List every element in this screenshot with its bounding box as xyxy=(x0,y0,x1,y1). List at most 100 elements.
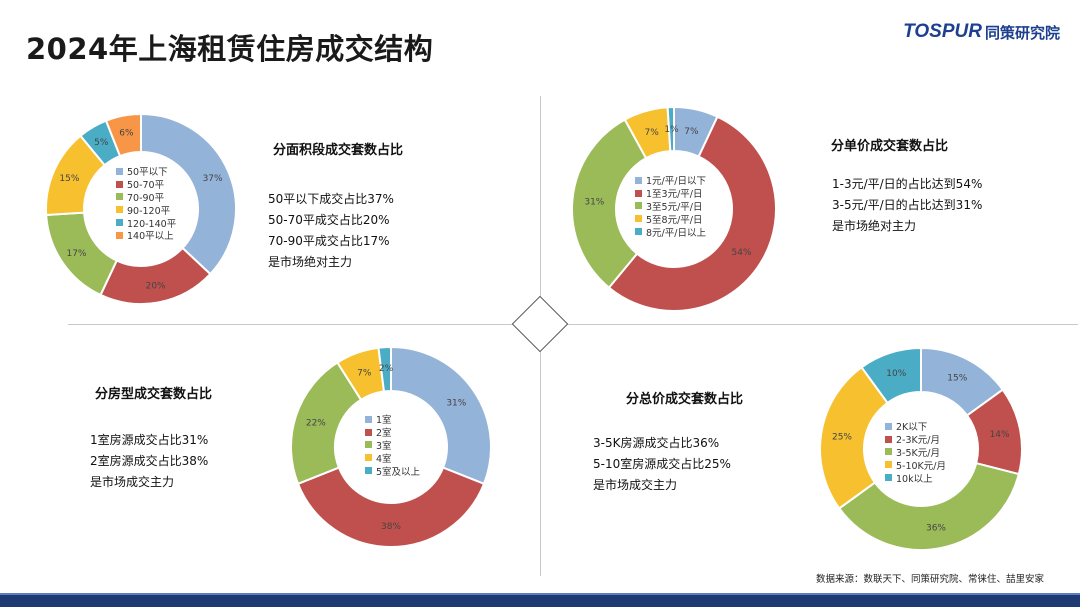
area-slice-label-5: 5% xyxy=(94,138,109,148)
unit-price-note-3: 是市场绝对主力 xyxy=(832,219,917,233)
area-slice-label-2: 20% xyxy=(146,282,166,292)
logo-name-cn: 同策研究院 xyxy=(984,23,1060,42)
room-type-legend-label-3: 3室 xyxy=(376,441,392,452)
area-legend-label-6: 140平以上 xyxy=(127,231,174,243)
tospur-logo: TOSPUR 同策研究院 xyxy=(903,20,1060,44)
unit-price-legend-swatch-1 xyxy=(635,176,642,184)
room-type-chart-legend: 1室 2室 3室 4室 5室及以上 xyxy=(365,413,421,478)
total-price-legend-label-1: 2K以下 xyxy=(896,422,928,434)
area-donut-chart: 37% 20% 17% 15% 5% 6% xyxy=(38,106,244,312)
total-price-slice-label-4: 25% xyxy=(832,432,852,442)
unit-price-legend-label-5: 8元/平/日以上 xyxy=(646,227,706,239)
room-type-legend-swatch-5 xyxy=(365,467,372,475)
area-panel-notes: 50平以下成交占比37% 50-70平成交占比20% 70-90平成交占比17%… xyxy=(268,189,394,273)
room-type-legend-item-3: 3室 xyxy=(365,439,420,452)
area-legend-item-5: 120-140平 xyxy=(116,216,177,230)
total-price-legend-swatch-4 xyxy=(885,461,892,469)
area-legend-label-4: 90-120平 xyxy=(127,205,171,217)
room-type-slice-1 xyxy=(390,345,492,486)
unit-price-legend-item-1: 1元/平/日以下 xyxy=(635,174,706,187)
total-price-legend-item-2: 2-3K元/月 xyxy=(885,433,946,446)
area-legend-label-3: 70-90平 xyxy=(127,193,165,204)
area-slice-6 xyxy=(104,112,142,158)
footer-bar xyxy=(0,593,1080,607)
unit-price-donut-svg: 7% 54% 31% 7% 1% xyxy=(571,105,778,312)
room-type-note-2: 2室房源成交占比38% xyxy=(90,454,209,468)
area-note-3: 70-90平成交占比17% xyxy=(268,234,390,248)
room-type-legend-label-5: 5室及以上 xyxy=(376,466,421,478)
room-type-legend-swatch-3 xyxy=(365,441,372,449)
divider-horizontal xyxy=(68,324,1078,325)
total-price-donut-svg: 15% 14% 36% 25% 10% xyxy=(819,346,1023,551)
unit-price-slice-label-4: 7% xyxy=(645,128,660,138)
total-price-legend-swatch-3 xyxy=(885,448,892,456)
area-legend-item-1: 50平以下 xyxy=(116,165,176,178)
total-price-legend-item-5: 10k以上 xyxy=(885,471,946,485)
unit-price-note-1: 1-3元/平/日的占比达到54% xyxy=(832,177,983,191)
room-type-slice-label-3: 22% xyxy=(306,419,326,429)
total-price-legend-label-5: 10k以上 xyxy=(896,473,933,485)
area-panel-title: 分面积段成交套数占比 xyxy=(273,143,404,158)
unit-price-legend-label-3: 3至5元/平/日 xyxy=(646,202,703,213)
unit-price-donut-chart: 7% 54% 31% 7% 1% xyxy=(571,105,778,312)
unit-price-legend-swatch-3 xyxy=(635,202,642,210)
room-type-legend-item-2: 2室 xyxy=(365,426,420,439)
area-legend-label-5: 120-140平 xyxy=(127,218,177,230)
total-price-donut-chart: 15% 14% 36% 25% 10% xyxy=(818,346,1024,552)
area-legend-swatch-1 xyxy=(116,167,123,175)
total-price-slice-label-2: 14% xyxy=(990,430,1010,440)
total-price-slice-3 xyxy=(837,461,1021,551)
total-price-legend-label-4: 5-10K元/月 xyxy=(896,460,946,472)
area-legend-item-6: 140平以上 xyxy=(116,229,176,242)
total-price-legend-swatch-1 xyxy=(885,422,892,430)
unit-price-legend-item-3: 3至5元/平/日 xyxy=(635,200,706,213)
unit-price-slice-3 xyxy=(571,118,648,290)
room-type-note-3: 是市场成交主力 xyxy=(90,475,175,489)
room-type-legend-label-2: 2室 xyxy=(376,428,392,440)
room-type-slice-label-4: 7% xyxy=(357,369,372,379)
unit-price-legend-item-4: 5至8元/平/日 xyxy=(635,212,706,226)
area-legend-item-3: 70-90平 xyxy=(116,191,176,204)
room-type-slice-label-1: 31% xyxy=(446,399,466,409)
area-legend-label-1: 50平以下 xyxy=(127,167,168,179)
room-type-legend-swatch-2 xyxy=(365,428,372,436)
total-price-legend-label-2: 2-3K元/月 xyxy=(896,435,940,447)
total-price-panel-notes: 3-5K房源成交占比36% 5-10室房源成交占比25% 是市场成交主力 xyxy=(593,433,731,496)
unit-price-legend-label-1: 1元/平/日以下 xyxy=(646,176,706,188)
total-price-note-3: 是市场成交主力 xyxy=(593,478,678,492)
unit-price-note-2: 3-5元/平/日的占比达到31% xyxy=(832,198,983,212)
total-price-slice-label-3: 36% xyxy=(926,524,946,534)
area-legend-swatch-5 xyxy=(116,219,123,227)
room-type-slice-label-5: 2% xyxy=(379,364,394,374)
data-source-note: 数据来源：数联天下、同策研究院、常徕住、喆里安家 xyxy=(815,574,1044,585)
total-price-slice-label-5: 10% xyxy=(886,369,906,379)
area-legend-swatch-4 xyxy=(116,206,123,214)
total-price-legend-swatch-2 xyxy=(885,435,892,443)
room-type-legend-swatch-1 xyxy=(365,415,372,423)
total-price-note-1: 3-5K房源成交占比36% xyxy=(593,436,720,450)
room-type-panel-notes: 1室房源成交占比31% 2室房源成交占比38% 是市场成交主力 xyxy=(90,430,208,493)
unit-price-slice-5 xyxy=(666,105,675,153)
unit-price-legend-item-5: 8元/平/日以上 xyxy=(635,225,706,239)
area-legend-item-2: 50-70平 xyxy=(116,178,176,191)
unit-price-slice-label-2: 54% xyxy=(732,248,752,258)
unit-price-legend-swatch-4 xyxy=(635,215,642,223)
area-legend-swatch-6 xyxy=(116,231,123,239)
area-slice-label-3: 17% xyxy=(66,249,86,259)
center-diamond xyxy=(511,295,569,353)
unit-price-legend-item-2: 1至3元/平/日 xyxy=(635,187,706,200)
room-type-slice-label-2: 38% xyxy=(381,522,401,532)
room-type-panel-title: 分房型成交套数占比 xyxy=(95,387,213,402)
total-price-note-2: 5-10室房源成交占比25% xyxy=(593,457,731,471)
total-price-slice-5 xyxy=(860,346,922,405)
unit-price-slice-label-5: 1% xyxy=(664,125,679,135)
room-type-legend-swatch-4 xyxy=(365,454,372,462)
unit-price-chart-legend: 1元/平/日以下 1至3元/平/日 3至5元/平/日 5至8元/平/日 8元/平/日以上 xyxy=(635,174,706,239)
area-legend-item-4: 90-120平 xyxy=(116,203,176,217)
page-title: 2024年上海租赁住房成交结构 xyxy=(26,32,434,66)
total-price-legend-label-3: 3-5K元/月 xyxy=(896,448,940,459)
room-type-legend-label-1: 1室 xyxy=(376,415,392,427)
area-note-4: 是市场绝对主力 xyxy=(268,255,353,269)
room-type-legend-label-4: 4室 xyxy=(376,453,392,465)
room-type-note-1: 1室房源成交占比31% xyxy=(90,433,209,447)
